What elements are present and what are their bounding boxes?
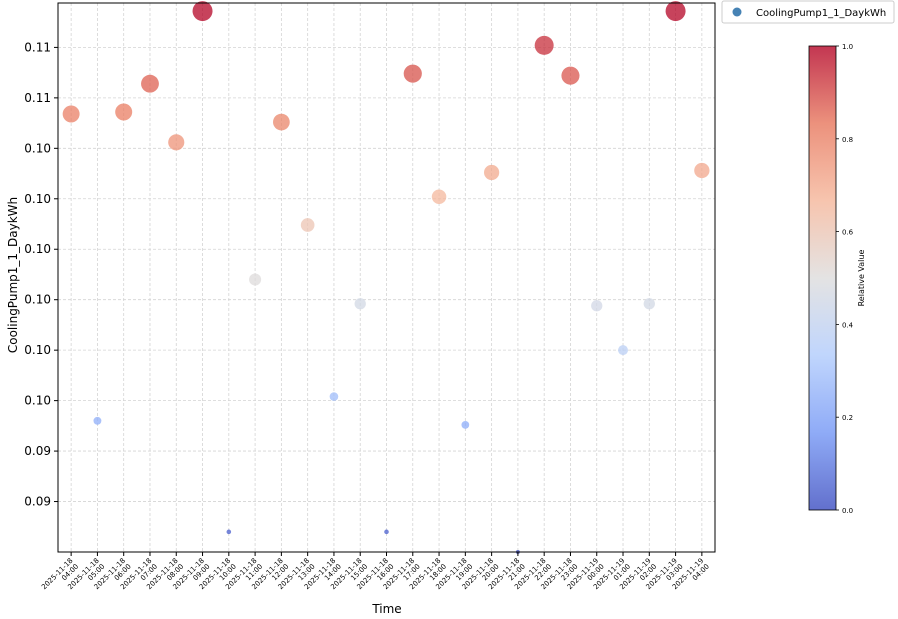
legend-marker: [732, 7, 742, 17]
colorbar: 0.0 0.2 0.4 0.6 0.8 1.0 Relative Value: [808, 43, 866, 515]
data-point: [618, 345, 629, 356]
data-point: [384, 529, 389, 535]
colorbar-gradient: [808, 45, 837, 511]
grid: [58, 3, 715, 552]
data-point: [168, 134, 185, 151]
y-tick-label: 0.09: [24, 495, 51, 509]
data-point: [643, 298, 655, 310]
data-point: [403, 64, 422, 83]
x-axis-label: Time: [371, 602, 401, 616]
data-point: [431, 189, 447, 205]
y-tick-label: 0.11: [24, 91, 51, 105]
data-point: [461, 420, 470, 429]
y-tick-label: 0.10: [24, 141, 51, 155]
legend: CoolingPump1_1_DaykWh: [721, 0, 895, 24]
y-tick-label: 0.09: [24, 444, 51, 458]
colorbar-tick-label: 0.8: [842, 136, 853, 144]
y-axis-ticks: 0.09 0.09 0.10 0.10 0.10 0.10 0.10 0.10 0.11 0.11: [24, 40, 58, 509]
colorbar-tick-label: 0.0: [842, 507, 853, 515]
data-points: [62, 1, 710, 554]
y-axis-label: CoolingPump1_1_DaykWh: [6, 197, 20, 353]
x-axis-ticks: 2025-11-1804:002025-11-1805:002025-11-18…: [40, 552, 711, 591]
data-point: [141, 74, 159, 93]
data-point: [192, 1, 213, 22]
data-point: [62, 105, 80, 123]
colorbar-tick-label: 0.6: [842, 229, 854, 237]
y-tick-label: 0.10: [24, 394, 51, 408]
data-point: [534, 35, 554, 55]
colorbar-ticks: 0.0 0.2 0.4 0.6 0.8 1.0: [836, 43, 854, 515]
data-point: [300, 218, 315, 232]
data-point: [115, 103, 133, 121]
data-point: [484, 164, 500, 181]
data-point: [694, 162, 710, 179]
data-point: [561, 66, 580, 85]
y-tick-label: 0.10: [24, 242, 51, 256]
data-point: [93, 416, 102, 425]
data-point: [354, 298, 366, 310]
data-point: [249, 273, 262, 286]
colorbar-tick-label: 1.0: [842, 43, 853, 51]
y-tick-label: 0.10: [24, 343, 51, 357]
legend-box: [721, 0, 895, 24]
data-point: [665, 1, 686, 22]
data-point: [591, 300, 603, 312]
data-point: [273, 113, 290, 131]
y-tick-label: 0.10: [24, 192, 51, 206]
colorbar-tick-label: 0.4: [842, 321, 854, 329]
legend-label: CoolingPump1_1_DaykWh: [756, 8, 886, 19]
colorbar-label: Relative Value: [857, 250, 866, 307]
y-tick-label: 0.10: [24, 293, 51, 307]
colorbar-tick-label: 0.2: [842, 414, 853, 422]
data-point: [329, 392, 339, 401]
data-point: [226, 529, 232, 535]
y-tick-label: 0.11: [24, 40, 51, 54]
